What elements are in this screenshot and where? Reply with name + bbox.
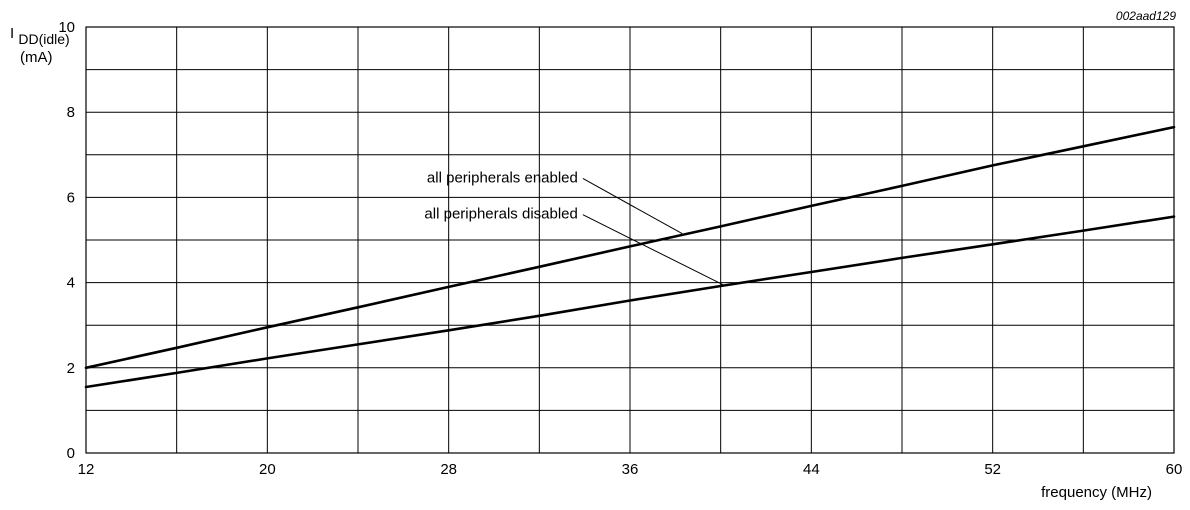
svg-text:I DD(idle): I DD(idle) xyxy=(10,25,70,47)
series-line-enabled xyxy=(84,125,1176,370)
annotation-leader-disabled xyxy=(582,214,724,286)
y-axis-symbol: I xyxy=(10,25,14,42)
x-tick-label: 28 xyxy=(440,461,457,478)
x-tick-label: 20 xyxy=(259,461,276,478)
annotation-label-enabled: all peripherals enabled xyxy=(427,169,578,186)
x-tick-label: 52 xyxy=(984,461,1001,478)
annotation-leader-enabled xyxy=(582,178,683,235)
x-tick-label: 44 xyxy=(803,461,820,478)
y-axis-subscript: DD(idle) xyxy=(18,31,69,47)
series-line-disabled xyxy=(84,215,1176,389)
figure-id: 002aad129 xyxy=(1116,9,1176,23)
annotation-label-disabled: all peripherals disabled xyxy=(424,206,577,223)
gridlines xyxy=(85,26,1175,454)
x-axis-title: frequency (MHz) xyxy=(1041,484,1152,501)
y-tick-label: 8 xyxy=(67,104,75,121)
y-axis-unit: (mA) xyxy=(20,49,53,66)
x-tick-label: 60 xyxy=(1166,461,1183,478)
y-tick-label: 2 xyxy=(67,360,75,377)
tick-labels: 12 20 28 36 44 52 60 0 2 4 6 8 10 xyxy=(58,19,1182,478)
y-tick-label: 4 xyxy=(67,275,75,292)
y-tick-label: 6 xyxy=(67,189,75,206)
y-tick-label: 0 xyxy=(67,445,75,462)
x-tick-label: 12 xyxy=(78,461,95,478)
plot-frame xyxy=(85,26,1175,454)
x-tick-label: 36 xyxy=(622,461,639,478)
series-lines xyxy=(84,125,1176,389)
y-tick-label: 10 xyxy=(58,19,75,36)
y-axis-title: I DD(idle) (mA) xyxy=(10,25,70,66)
annotations: all peripherals enabled all peripherals d… xyxy=(424,169,724,286)
